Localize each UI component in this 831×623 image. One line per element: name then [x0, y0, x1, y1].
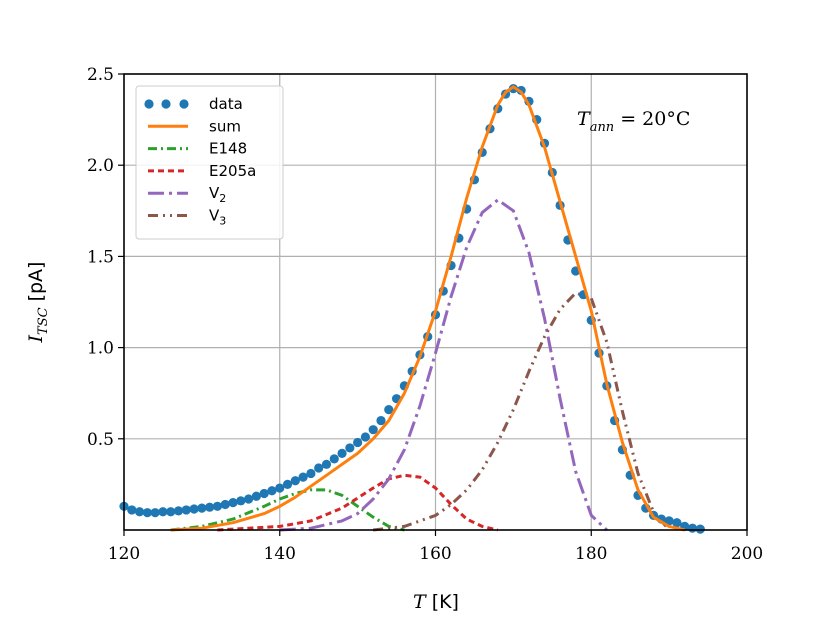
- data-point: [337, 448, 347, 458]
- data-point: [228, 498, 238, 508]
- data-point: [267, 486, 277, 496]
- x-axis-title: T [K]: [413, 591, 459, 613]
- data-point: [360, 432, 371, 442]
- legend-label-E148: E148: [209, 140, 247, 158]
- annotation: Tann = 20°C: [577, 108, 690, 135]
- y-axis-title: ITSC [pA]: [25, 262, 51, 344]
- data-point: [672, 518, 682, 528]
- data-point: [134, 507, 145, 517]
- y-tick-label: 1.5: [87, 247, 114, 267]
- y-tick-label: 2.5: [87, 65, 114, 85]
- data-point: [275, 483, 285, 493]
- legend-label-V3: V3: [209, 207, 226, 228]
- data-point: [384, 405, 394, 415]
- legend-label-sum: sum: [209, 117, 241, 135]
- data-point: [306, 468, 316, 479]
- y-axis-unit: [pA]: [25, 262, 47, 302]
- data-point: [150, 508, 160, 518]
- data-point: [321, 459, 332, 469]
- data-point: [290, 476, 300, 486]
- data-point: [376, 415, 386, 426]
- y-tick-label: 1.0: [87, 339, 114, 359]
- series-line-V2: [279, 198, 608, 532]
- annotation-eq: = 20°C: [614, 108, 690, 130]
- data-point: [244, 494, 254, 504]
- data-point: [189, 504, 199, 514]
- data-point: [695, 524, 705, 534]
- data-point: [166, 507, 176, 517]
- x-axis-unit: [K]: [432, 591, 459, 613]
- series-line-V3: [373, 291, 671, 532]
- data-point: [368, 425, 378, 435]
- annotation-sub: ann: [590, 120, 615, 135]
- legend-label-V2: V2: [209, 184, 226, 205]
- data-point: [197, 503, 207, 513]
- x-tick-label: 140: [264, 544, 296, 564]
- series-layer: [119, 83, 705, 534]
- y-axis-sub: TSC: [36, 307, 51, 335]
- y-axis-var: I: [25, 334, 47, 343]
- data-point: [173, 506, 184, 516]
- data-point: [212, 501, 223, 511]
- data-point: [329, 454, 339, 464]
- x-tick-label: 160: [419, 544, 451, 564]
- legend-marker-dot: [144, 99, 154, 109]
- data-point: [353, 437, 363, 448]
- data-point: [251, 491, 261, 501]
- data-point: [127, 505, 137, 515]
- x-tick-label: 120: [108, 544, 140, 564]
- data-point: [282, 479, 293, 489]
- series-line-E148: [170, 488, 405, 532]
- data-point: [345, 443, 355, 453]
- data-point: [687, 523, 698, 533]
- data-point: [236, 496, 246, 506]
- data-point: [298, 472, 308, 482]
- x-tick-label: 180: [575, 544, 607, 564]
- x-tick-label: 200: [731, 544, 763, 564]
- data-point: [220, 499, 230, 510]
- data-point: [314, 463, 324, 473]
- legend-marker-dot: [179, 99, 189, 109]
- legend-label-E205a: E205a: [209, 162, 256, 180]
- y-tick-label: 2.0: [87, 156, 114, 176]
- x-axis-var: T: [413, 591, 427, 613]
- ticks: 120 140 160 180 200 0.5 1.0 1.5 2.0 2.5: [87, 65, 763, 564]
- y-tick-label: 0.5: [87, 430, 114, 450]
- data-point: [142, 508, 152, 518]
- data-point: [259, 488, 269, 499]
- annotation-var: T: [577, 108, 591, 130]
- series-line-E205a: [217, 473, 499, 532]
- data-point: [158, 507, 168, 517]
- data-point: [205, 502, 215, 512]
- legend-marker-dot: [161, 99, 171, 109]
- series-line-sum: [170, 85, 686, 532]
- data-point: [181, 505, 191, 515]
- legend-box: [135, 85, 284, 240]
- data-point: [664, 516, 674, 526]
- legend-label-data: data: [209, 95, 243, 113]
